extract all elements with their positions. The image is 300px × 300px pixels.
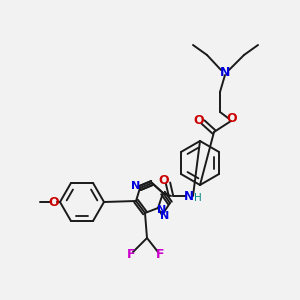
- Text: O: O: [194, 113, 204, 127]
- Text: N: N: [158, 205, 166, 215]
- Text: O: O: [159, 173, 169, 187]
- Text: N: N: [220, 65, 230, 79]
- Text: N: N: [184, 190, 194, 202]
- Text: N: N: [160, 211, 169, 221]
- Text: N: N: [131, 181, 141, 191]
- Text: H: H: [194, 193, 202, 203]
- Text: O: O: [49, 196, 59, 208]
- Text: O: O: [227, 112, 237, 124]
- Text: F: F: [156, 248, 164, 262]
- Text: F: F: [127, 248, 135, 262]
